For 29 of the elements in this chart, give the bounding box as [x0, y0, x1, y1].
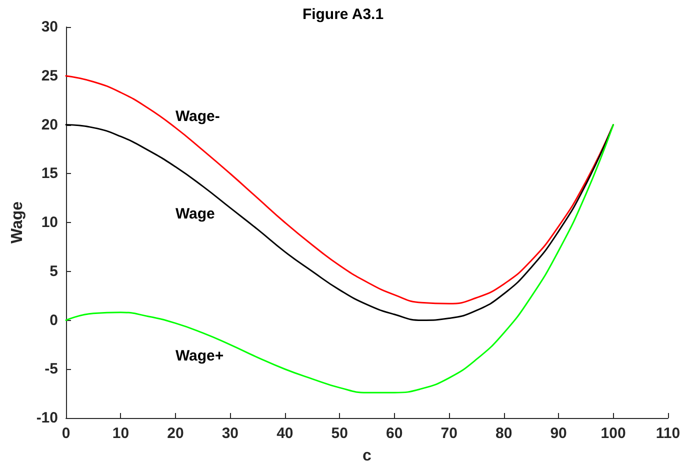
line-series — [65, 124, 614, 394]
x-axis-title: c — [362, 448, 372, 464]
y-tick-label: 15 — [41, 165, 58, 182]
chart-title: Figure A3.1 — [302, 6, 384, 23]
x-tick-label: 50 — [331, 425, 348, 442]
y-tick-label: 20 — [41, 116, 58, 134]
y-tick-label: 10 — [41, 214, 58, 231]
x-tick-label: 0 — [62, 425, 70, 442]
x-tick-label: 40 — [276, 425, 294, 442]
series-label: Wage- — [175, 108, 220, 126]
series-label: Wage — [175, 205, 215, 222]
series-label: Wage+ — [175, 348, 224, 365]
x-tick-label: 60 — [386, 425, 403, 442]
y-tick-label: 0 — [50, 312, 58, 329]
y-tick-label: 30 — [41, 18, 58, 36]
y-tick-label: -5 — [44, 360, 58, 378]
x-tick-label: 100 — [600, 425, 626, 442]
x-tick-label: 70 — [440, 425, 458, 442]
x-tick-label: 110 — [656, 425, 680, 442]
x-tick-label: 10 — [112, 425, 130, 442]
x-tick-label: 30 — [222, 425, 239, 442]
x-tick-label: 20 — [167, 425, 184, 442]
y-tick-label: -10 — [36, 410, 58, 426]
y-tick-label: 25 — [41, 67, 58, 84]
y-axis-title: Wage — [8, 201, 26, 244]
y-tick-label: 5 — [50, 262, 58, 280]
line-series — [65, 124, 614, 321]
x-tick-label: 80 — [495, 425, 512, 442]
x-tick-label: 90 — [550, 425, 567, 442]
